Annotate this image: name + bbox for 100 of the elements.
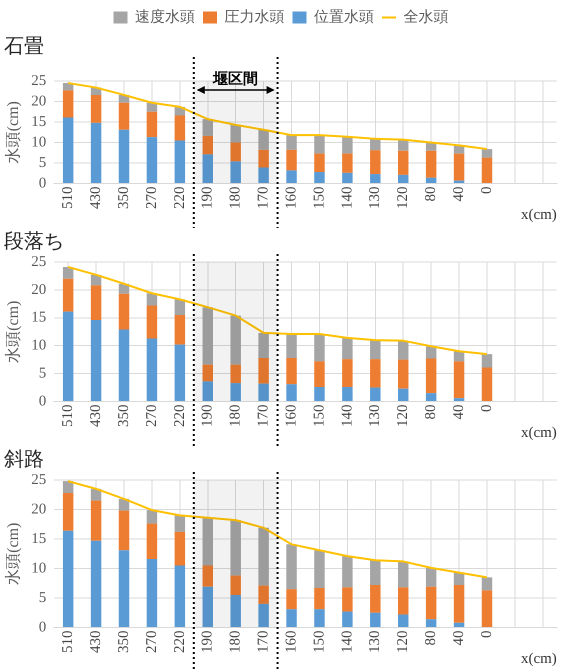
x-tick-label: 40 xyxy=(451,186,468,202)
bar xyxy=(314,550,325,588)
bar xyxy=(230,124,241,142)
bar xyxy=(146,524,158,560)
bar xyxy=(90,500,102,541)
bar xyxy=(90,122,102,183)
x-axis-title: x(cm) xyxy=(520,650,557,667)
bar xyxy=(342,386,353,401)
bar xyxy=(202,119,214,136)
bar xyxy=(398,388,408,401)
x-tick-label: 430 xyxy=(88,404,104,427)
y-tick-label: 15 xyxy=(31,310,46,326)
bar xyxy=(370,560,381,586)
bar xyxy=(314,588,325,610)
x-tick-label: 120 xyxy=(395,186,412,209)
x-tick-label: 510 xyxy=(60,630,76,653)
bar xyxy=(286,609,297,627)
x-tick-label: 150 xyxy=(311,404,328,427)
bar xyxy=(230,142,241,162)
bar xyxy=(230,364,241,384)
bar xyxy=(370,612,381,627)
bar xyxy=(342,612,353,627)
bar xyxy=(286,150,297,170)
x-axis-title: x(cm) xyxy=(520,424,557,441)
bar xyxy=(426,150,436,178)
y-tick-label: 20 xyxy=(31,93,46,110)
bar xyxy=(202,136,214,154)
x-tick-label: 130 xyxy=(367,404,384,427)
bar xyxy=(202,566,214,587)
y-tick-label: 0 xyxy=(38,393,46,410)
bar xyxy=(146,559,158,627)
bar xyxy=(258,604,269,627)
bar xyxy=(342,359,353,387)
bar xyxy=(454,622,464,627)
bar xyxy=(482,590,492,627)
bar xyxy=(342,338,353,360)
bar xyxy=(342,556,353,588)
bar xyxy=(62,530,74,627)
bar xyxy=(202,154,214,183)
bar xyxy=(174,344,186,401)
x-tick-label: 270 xyxy=(144,186,160,209)
bar xyxy=(370,174,381,183)
bar xyxy=(426,358,436,394)
bar xyxy=(286,384,297,401)
y-tick-label: 5 xyxy=(38,366,46,382)
bar xyxy=(202,381,214,401)
x-axis-title: x(cm) xyxy=(520,206,557,223)
legend-label: 位置水頭 xyxy=(314,8,374,26)
bar xyxy=(286,589,297,610)
x-tick-label: 150 xyxy=(311,186,328,209)
bar xyxy=(230,383,241,401)
bar xyxy=(258,358,269,384)
bar xyxy=(314,334,325,362)
x-tick-label: 190 xyxy=(200,404,216,427)
bar xyxy=(370,359,381,388)
legend-label: 速度水頭 xyxy=(135,8,195,26)
bar xyxy=(146,112,158,138)
x-tick-label: 170 xyxy=(256,186,272,209)
x-tick-label: 160 xyxy=(283,404,300,427)
chart-title: 斜路 xyxy=(4,448,44,470)
bar xyxy=(482,577,492,590)
x-tick-label: 0 xyxy=(478,630,495,638)
bar xyxy=(146,510,158,524)
bar xyxy=(482,354,492,368)
x-tick-label: 140 xyxy=(339,186,356,209)
bar xyxy=(286,358,297,384)
bar xyxy=(342,587,353,612)
bar xyxy=(370,388,381,401)
bar xyxy=(454,154,464,181)
bar xyxy=(230,520,241,576)
bar xyxy=(118,102,130,130)
bar xyxy=(398,614,408,627)
x-tick-label: 170 xyxy=(256,404,272,427)
x-tick-label: 270 xyxy=(144,404,160,427)
x-tick-label: 130 xyxy=(367,630,384,653)
x-tick-label: 120 xyxy=(395,404,412,427)
bar xyxy=(426,393,436,401)
x-tick-label: 150 xyxy=(311,630,328,653)
bar xyxy=(258,384,269,401)
bar xyxy=(174,115,186,140)
x-tick-label: 80 xyxy=(423,186,440,202)
bar xyxy=(286,544,297,590)
bar xyxy=(146,338,158,401)
x-tick-label: 180 xyxy=(228,186,244,209)
bar xyxy=(174,315,186,345)
y-tick-label: 15 xyxy=(31,114,46,130)
x-tick-label: 220 xyxy=(172,404,188,427)
bar xyxy=(258,150,269,168)
bar xyxy=(118,550,130,627)
bar xyxy=(230,576,241,596)
x-tick-label: 220 xyxy=(172,186,188,209)
bar xyxy=(174,140,186,183)
bar xyxy=(286,170,297,183)
x-tick-label: 430 xyxy=(88,186,104,209)
bar xyxy=(146,137,158,183)
bar xyxy=(62,278,74,312)
bar xyxy=(398,360,408,389)
bar xyxy=(62,117,74,183)
bar xyxy=(482,367,492,401)
bar xyxy=(314,361,325,387)
